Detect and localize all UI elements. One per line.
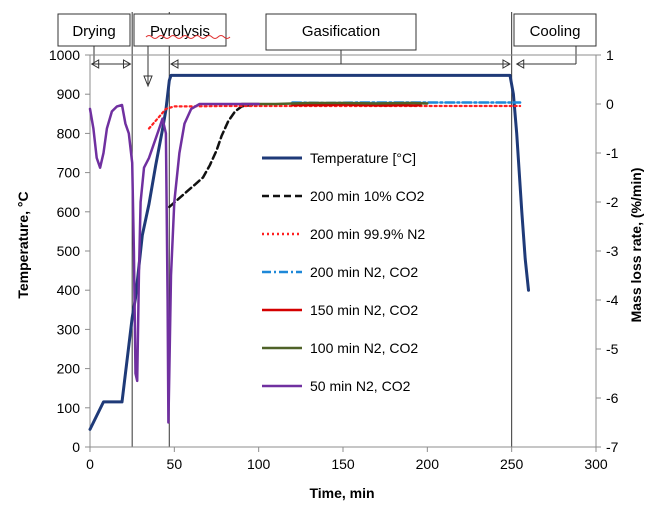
y-left-tick-label: 200 xyxy=(57,361,81,377)
y-left-tick-label: 100 xyxy=(57,400,81,416)
y-right-tick-label: 1 xyxy=(606,47,614,63)
y-axis-right-title: Mass loss rate, (%/min) xyxy=(628,168,644,323)
series-line-2 xyxy=(147,104,522,130)
phase-box xyxy=(513,13,597,47)
y-left-tick-label: 600 xyxy=(57,204,81,220)
y-right-tick-label: -3 xyxy=(606,243,619,259)
phase-box xyxy=(133,13,227,47)
y-right-tick-label: -1 xyxy=(606,145,619,161)
arrow-head xyxy=(515,59,525,69)
arrow-head xyxy=(122,59,132,69)
y-left-tick-label: 700 xyxy=(57,165,81,181)
y-axis-left-title: Temperature, °C xyxy=(15,191,31,298)
x-tick-label: 150 xyxy=(331,456,355,472)
x-tick-label: 100 xyxy=(247,456,271,472)
x-tick-label: 250 xyxy=(500,456,524,472)
series-line-6 xyxy=(88,102,260,424)
arrow-head xyxy=(502,59,511,69)
series-line-0 xyxy=(88,73,530,431)
arrow-head xyxy=(169,59,179,69)
x-axis-title: Time, min xyxy=(309,485,374,501)
arrow-head xyxy=(90,59,100,69)
series-lines xyxy=(88,73,530,431)
y-right-tick-label: -7 xyxy=(606,439,619,455)
axes: 0 50 100 150 200 250 300 0 100 200 300 400 500 600 700… xyxy=(49,47,619,472)
phase-label: Drying xyxy=(72,23,115,40)
x-tick-label: 50 xyxy=(167,456,183,472)
y-right-tick-label: -5 xyxy=(606,341,619,357)
legend-label: 200 min 10% CO2 xyxy=(310,188,425,204)
phase-annotations: Drying Pyrolysis Gasification Cooling xyxy=(57,12,597,447)
y-right-tick-label: 0 xyxy=(606,96,614,112)
series-line-1 xyxy=(168,103,254,209)
x-tick-label: 300 xyxy=(584,456,608,472)
arrow-head xyxy=(143,75,153,88)
x-tick-label: 0 xyxy=(86,456,94,472)
legend-label: 150 min N2, CO2 xyxy=(310,302,418,318)
y-left-tick-label: 900 xyxy=(57,86,81,102)
phase-label: Cooling xyxy=(530,23,581,40)
x-tick-label: 200 xyxy=(416,456,440,472)
phase-box xyxy=(57,13,131,47)
phase-label: Gasification xyxy=(302,23,380,40)
legend: Temperature [°C] 200 min 10% CO2 200 min 9… xyxy=(262,150,425,394)
y-left-tick-label: 0 xyxy=(72,439,80,455)
y-left-tick-label: 1000 xyxy=(49,47,80,63)
legend-label: 200 min N2, CO2 xyxy=(310,264,418,280)
y-right-tick-label: -6 xyxy=(606,390,619,406)
y-left-tick-label: 500 xyxy=(57,243,81,259)
legend-label: 50 min N2, CO2 xyxy=(310,378,411,394)
series-line-5 xyxy=(240,101,429,106)
y-left-tick-label: 800 xyxy=(57,125,81,141)
y-right-tick-label: -2 xyxy=(606,194,619,210)
y-right-tick-label: -4 xyxy=(606,292,619,308)
legend-label: 100 min N2, CO2 xyxy=(310,340,418,356)
series-line-4 xyxy=(291,103,422,107)
y-left-tick-label: 300 xyxy=(57,321,81,337)
y-left-tick-label: 400 xyxy=(57,282,81,298)
spellcheck-underline xyxy=(145,35,231,39)
legend-label: 200 min 99.9% N2 xyxy=(310,226,425,242)
legend-label: Temperature [°C] xyxy=(310,150,416,166)
